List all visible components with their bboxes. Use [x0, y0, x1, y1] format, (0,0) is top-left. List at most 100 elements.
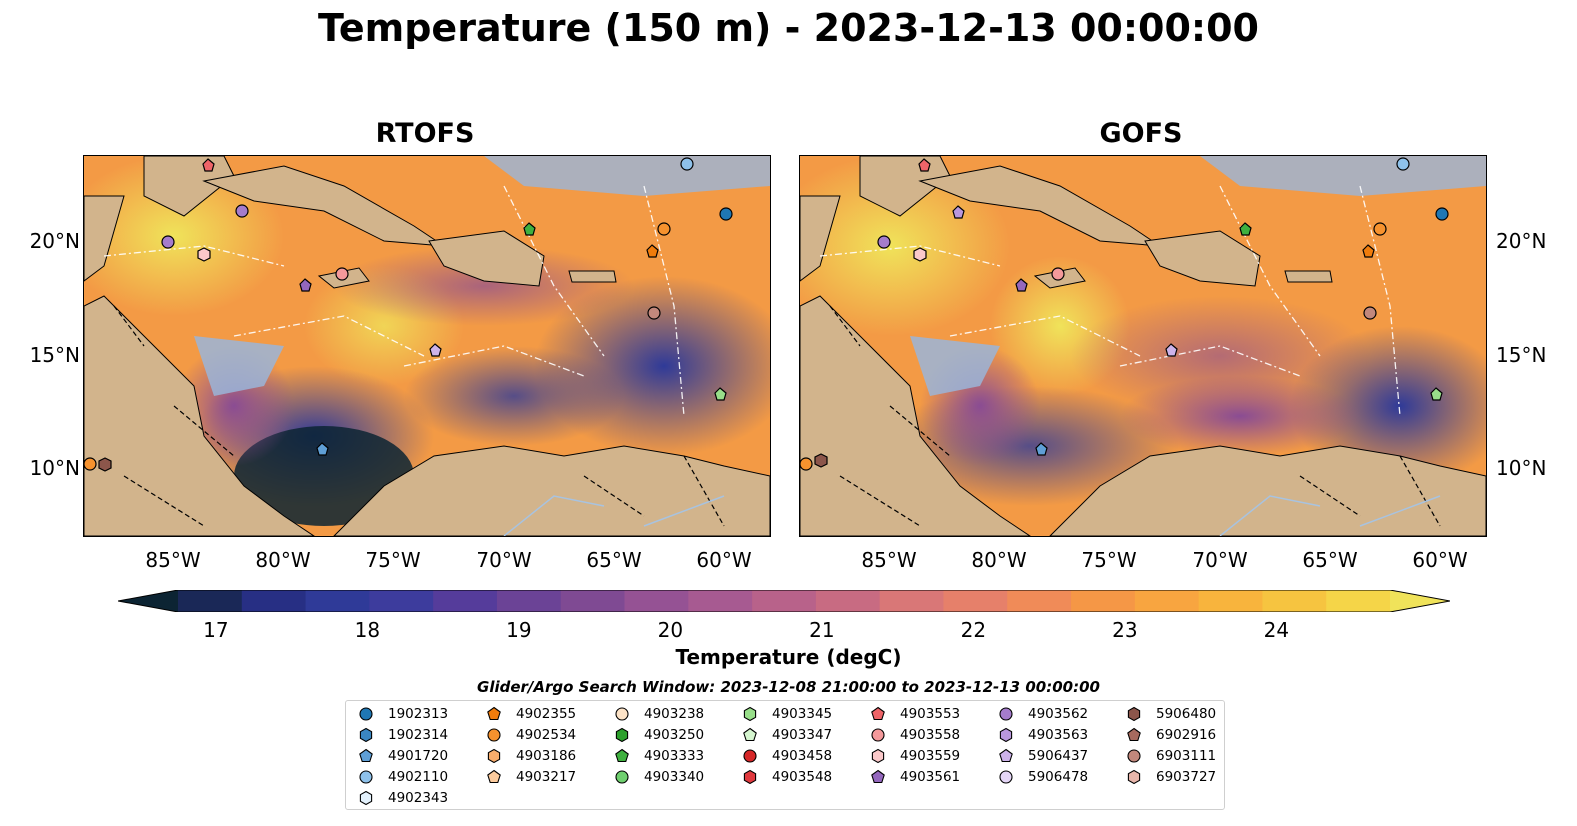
hexagon-marker-icon — [743, 769, 757, 785]
legend-label: 5906478 — [1028, 769, 1089, 785]
legend-label: 1902313 — [388, 706, 449, 722]
legend-label: 5906480 — [1156, 706, 1217, 722]
land-south-america — [333, 445, 770, 536]
colorbar-svg — [117, 589, 1451, 613]
pentagon-marker-icon — [999, 748, 1013, 763]
legend-entry: 5906480 — [1126, 704, 1216, 724]
legend-label: 4903345 — [772, 706, 833, 722]
shelf-bahamas — [484, 156, 770, 196]
colorbar-segment — [1007, 590, 1072, 612]
legend-entry: 4903562 — [998, 704, 1088, 724]
shelf-honduras — [910, 336, 1000, 396]
hexagon-marker-icon — [487, 748, 501, 764]
legend-entry: 4903458 — [742, 746, 832, 766]
legend-entry: 4903563 — [998, 725, 1088, 745]
legend-label: 4903340 — [644, 769, 705, 785]
colorbar-segment — [879, 590, 944, 612]
legend-entry: 5906478 — [998, 767, 1088, 787]
land-south-america — [1049, 445, 1486, 536]
colorbar-tick-label: 24 — [1263, 618, 1290, 642]
colorbar-tick-label: 23 — [1112, 618, 1138, 642]
legend-entry: 5906437 — [998, 746, 1088, 766]
legend-entry: 4903561 — [870, 767, 960, 787]
colorbar-segment — [688, 590, 753, 612]
legend-label: 6903727 — [1156, 769, 1217, 785]
legend-entry: 4902343 — [358, 788, 448, 808]
rivers — [1219, 495, 1441, 536]
legend-label: 4903347 — [772, 727, 833, 743]
legend-entry: 1902314 — [358, 725, 448, 745]
legend-entry: 4903558 — [870, 725, 960, 745]
lon-label-left-80: 80°W — [255, 548, 311, 572]
legend-entry: 4903250 — [614, 725, 704, 745]
rivers — [503, 495, 725, 536]
lat-label-right-20: 20°N — [1496, 229, 1547, 253]
lon-label-left-75: 75°W — [365, 548, 421, 572]
legend-entry: 4903548 — [742, 767, 832, 787]
legend-label: 4902343 — [388, 790, 449, 806]
land-central-america — [800, 195, 1031, 536]
land-hispaniola — [1144, 230, 1261, 287]
hexagon-marker-icon — [871, 748, 885, 764]
legend-label: 4903333 — [644, 748, 705, 764]
lat-label-left-15: 15°N — [29, 343, 80, 367]
legend-entry: 4903345 — [742, 704, 832, 724]
colorbar-segment — [1071, 590, 1136, 612]
search-window-caption: Glider/Argo Search Window: 2023-12-08 21… — [477, 678, 1100, 696]
colorbar-tick-label: 20 — [657, 618, 684, 642]
land-central-america — [84, 195, 315, 536]
legend-label: 4903562 — [1028, 706, 1089, 722]
hexagon-marker-icon — [743, 706, 757, 722]
colorbar — [117, 589, 1451, 613]
colorbar-tick-label: 21 — [809, 618, 835, 642]
legend-entry: 4902110 — [358, 767, 448, 787]
legend-label: 4903548 — [772, 769, 833, 785]
argo-markers — [84, 157, 733, 472]
colorbar-segment — [1198, 590, 1263, 612]
lon-label-right-70: 70°W — [1192, 548, 1248, 572]
legend-label: 4903563 — [1028, 727, 1089, 743]
lon-label-right-75: 75°W — [1081, 548, 1137, 572]
pentagon-marker-icon — [359, 748, 373, 763]
legend-label: 4903238 — [644, 706, 705, 722]
lat-label-left-10: 10°N — [29, 456, 80, 480]
eez-lines — [819, 185, 1401, 417]
pentagon-marker-icon — [615, 748, 629, 763]
colorbar-tick-label: 22 — [960, 618, 987, 642]
circle-marker-icon — [615, 770, 629, 784]
argo-markers — [800, 157, 1449, 471]
legend-entry: 4903559 — [870, 746, 960, 766]
colorbar-segment — [1134, 590, 1200, 612]
circle-marker-icon — [487, 728, 501, 742]
pentagon-marker-icon — [487, 769, 501, 784]
hexagon-marker-icon — [359, 727, 373, 743]
legend-entry: 4903333 — [614, 746, 704, 766]
legend-entry: 4903186 — [486, 746, 576, 766]
colorbar-extend-max — [1390, 590, 1450, 612]
legend-entry: 4903347 — [742, 725, 832, 745]
colorbar-tick-label: 17 — [203, 618, 229, 642]
hexagon-marker-icon — [359, 790, 373, 806]
legend-label: 5906437 — [1028, 748, 1089, 764]
legend-label: 4902110 — [388, 769, 449, 785]
colorbar-segment — [560, 590, 626, 612]
circle-marker-icon — [615, 707, 629, 721]
colorbar-segment — [241, 590, 307, 612]
colorbar-segment — [624, 590, 689, 612]
legend-label: 4903561 — [900, 769, 961, 785]
legend-label: 4903250 — [644, 727, 705, 743]
lon-label-left-85: 85°W — [145, 548, 201, 572]
hexagon-marker-icon — [615, 727, 629, 743]
shelf-honduras — [194, 336, 284, 396]
map-gofs-svg — [800, 156, 1486, 536]
legend-entry: 6903727 — [1126, 767, 1216, 787]
circle-marker-icon — [999, 770, 1013, 784]
hexagon-marker-icon — [999, 727, 1013, 743]
legend-entry: 6902916 — [1126, 725, 1216, 745]
panel-title-rtofs: RTOFS — [375, 118, 475, 149]
country-borders — [113, 305, 725, 527]
legend-label: 4902534 — [516, 727, 577, 743]
lon-label-right-65: 65°W — [1302, 548, 1358, 572]
colorbar-segment — [1262, 590, 1327, 612]
land-hispaniola — [428, 230, 545, 287]
